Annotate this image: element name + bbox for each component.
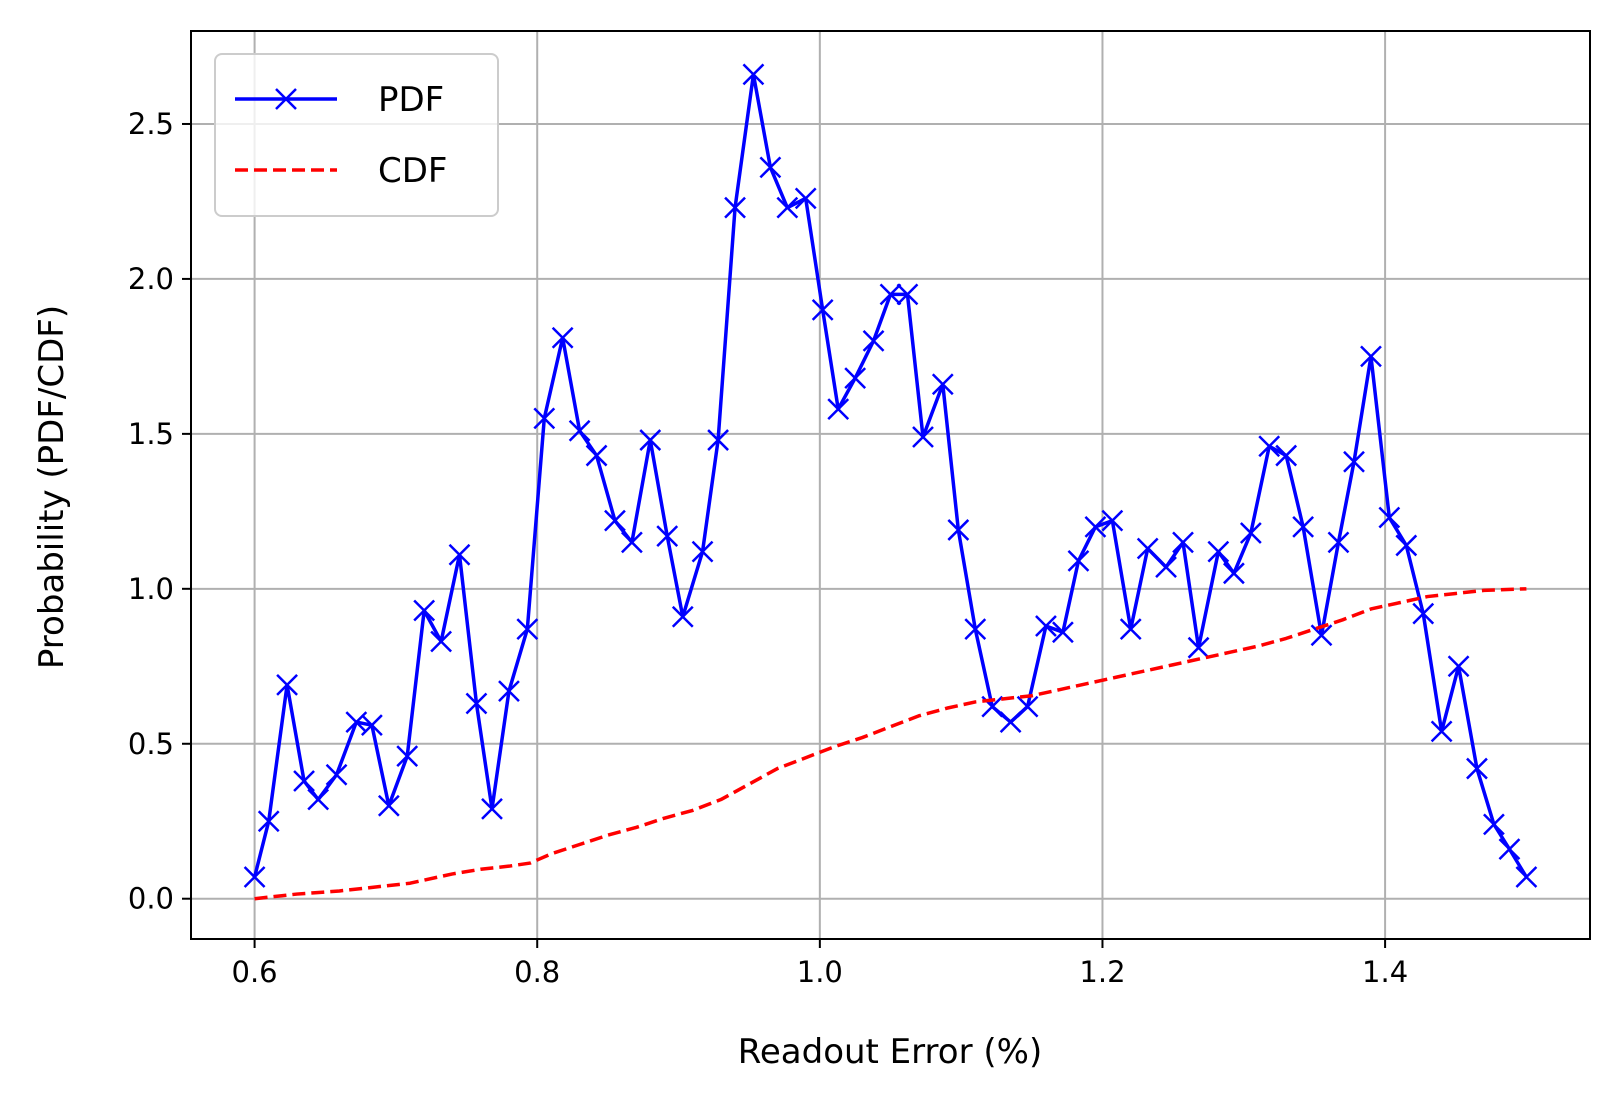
pdf-point xyxy=(1239,522,1262,544)
pdf-point xyxy=(551,326,574,349)
pdf-point xyxy=(360,714,383,737)
x-tick-label: 0.8 xyxy=(514,955,560,989)
pdf-point xyxy=(276,674,298,696)
pdf-point xyxy=(1119,618,1142,640)
pdf-point xyxy=(931,373,954,396)
pdf-point xyxy=(671,605,694,628)
pdf-point xyxy=(707,429,729,451)
pdf-point xyxy=(585,444,608,467)
pdf-point xyxy=(656,525,679,548)
x-axis-label: Readout Error (%) xyxy=(738,1032,1042,1072)
pdf-point xyxy=(377,794,400,817)
y-tick-label: 2.0 xyxy=(128,262,174,296)
pdf-point xyxy=(465,692,488,715)
pdf-point xyxy=(1310,624,1333,647)
pdf-point xyxy=(516,618,539,640)
pdf-point xyxy=(639,429,662,451)
pdf-point xyxy=(293,770,315,792)
cdf-line xyxy=(254,587,1527,901)
pdf-point xyxy=(691,540,714,563)
y-tick-label: 0.0 xyxy=(128,882,174,916)
pdf-point xyxy=(1498,838,1521,861)
pdf-point xyxy=(964,618,987,640)
pdf-point xyxy=(1430,720,1453,743)
pdf-point xyxy=(1343,450,1365,473)
legend-pdf-label: PDF xyxy=(378,80,444,120)
pdf-point xyxy=(1101,509,1124,532)
pdf-point xyxy=(759,156,782,179)
pdf-point xyxy=(481,797,503,820)
pdf-point xyxy=(811,299,834,321)
legend-box xyxy=(214,53,499,217)
pdf-point xyxy=(621,531,643,554)
x-tick-label: 1.4 xyxy=(1362,955,1408,989)
pdf-point xyxy=(1258,435,1281,458)
plot-frame xyxy=(190,30,1591,940)
x-tick-label: 0.6 xyxy=(232,955,278,989)
pdf-point xyxy=(257,810,280,833)
pdf-point xyxy=(1292,515,1315,538)
pdf-point xyxy=(1223,562,1245,585)
pdf-point xyxy=(1395,534,1418,557)
pdf-point xyxy=(1187,636,1210,659)
pdf-point xyxy=(1052,621,1074,644)
legend: PDF CDF xyxy=(214,53,499,217)
pdf-point xyxy=(1016,695,1039,718)
pdf-point xyxy=(498,680,520,702)
axis-ticks: 0.6 0.8 1.0 1.2 1.4 0.0 0.5 1.0 1.5 2.0 2.5 xyxy=(128,107,1408,989)
pdf-point xyxy=(862,330,885,352)
pdf-point xyxy=(448,543,471,566)
y-tick-label: 2.5 xyxy=(128,107,174,141)
series-layer xyxy=(243,63,1538,901)
pdf-point xyxy=(1207,540,1230,563)
legend-pdf-marker xyxy=(275,88,297,110)
pdf-point xyxy=(724,196,746,219)
y-tick-label: 1.0 xyxy=(128,572,174,606)
pdf-point xyxy=(1035,615,1057,637)
pdf-point xyxy=(1136,537,1159,560)
pdf-point xyxy=(430,630,453,653)
pdf-point xyxy=(1515,866,1538,888)
y-tick-label: 1.5 xyxy=(128,417,174,451)
pdf-point xyxy=(243,866,266,888)
pdf-point xyxy=(1412,602,1435,625)
pdf-point xyxy=(879,283,902,306)
pdf-point xyxy=(604,509,626,532)
pdf-point xyxy=(844,367,867,389)
pdf-point xyxy=(1360,345,1382,368)
legend-cdf-label: CDF xyxy=(378,151,447,191)
pdf-point xyxy=(1483,813,1505,836)
y-axis-label: Probability (PDF/CDF) xyxy=(32,305,72,669)
x-tick-label: 1.2 xyxy=(1079,955,1125,989)
plot-area xyxy=(243,63,1538,901)
pdf-point xyxy=(1447,655,1470,678)
pdf-point xyxy=(325,763,348,786)
x-tick-label: 1.0 xyxy=(797,955,843,989)
pdf-point xyxy=(947,519,970,541)
pdf-point xyxy=(827,398,850,420)
pdf-point xyxy=(912,426,934,448)
pdf-point xyxy=(1327,531,1350,554)
pdf-point xyxy=(413,599,436,622)
pdf-point xyxy=(1172,531,1194,554)
pdf-point xyxy=(307,788,330,811)
pdf-point xyxy=(896,283,919,306)
pdf-point xyxy=(1155,556,1177,579)
pdf-point xyxy=(1466,757,1488,780)
pdf-point xyxy=(396,745,419,768)
pdf-point xyxy=(1275,444,1298,467)
pdf-point xyxy=(776,196,799,219)
pdf-point xyxy=(1084,515,1107,538)
y-tick-label: 0.5 xyxy=(128,727,174,761)
pdf-point xyxy=(1067,550,1090,572)
pdf-point xyxy=(533,407,556,430)
pdf-point xyxy=(742,63,765,86)
pdf-point xyxy=(794,187,817,210)
pdf-point xyxy=(568,419,591,442)
pdf-point xyxy=(1378,506,1401,529)
